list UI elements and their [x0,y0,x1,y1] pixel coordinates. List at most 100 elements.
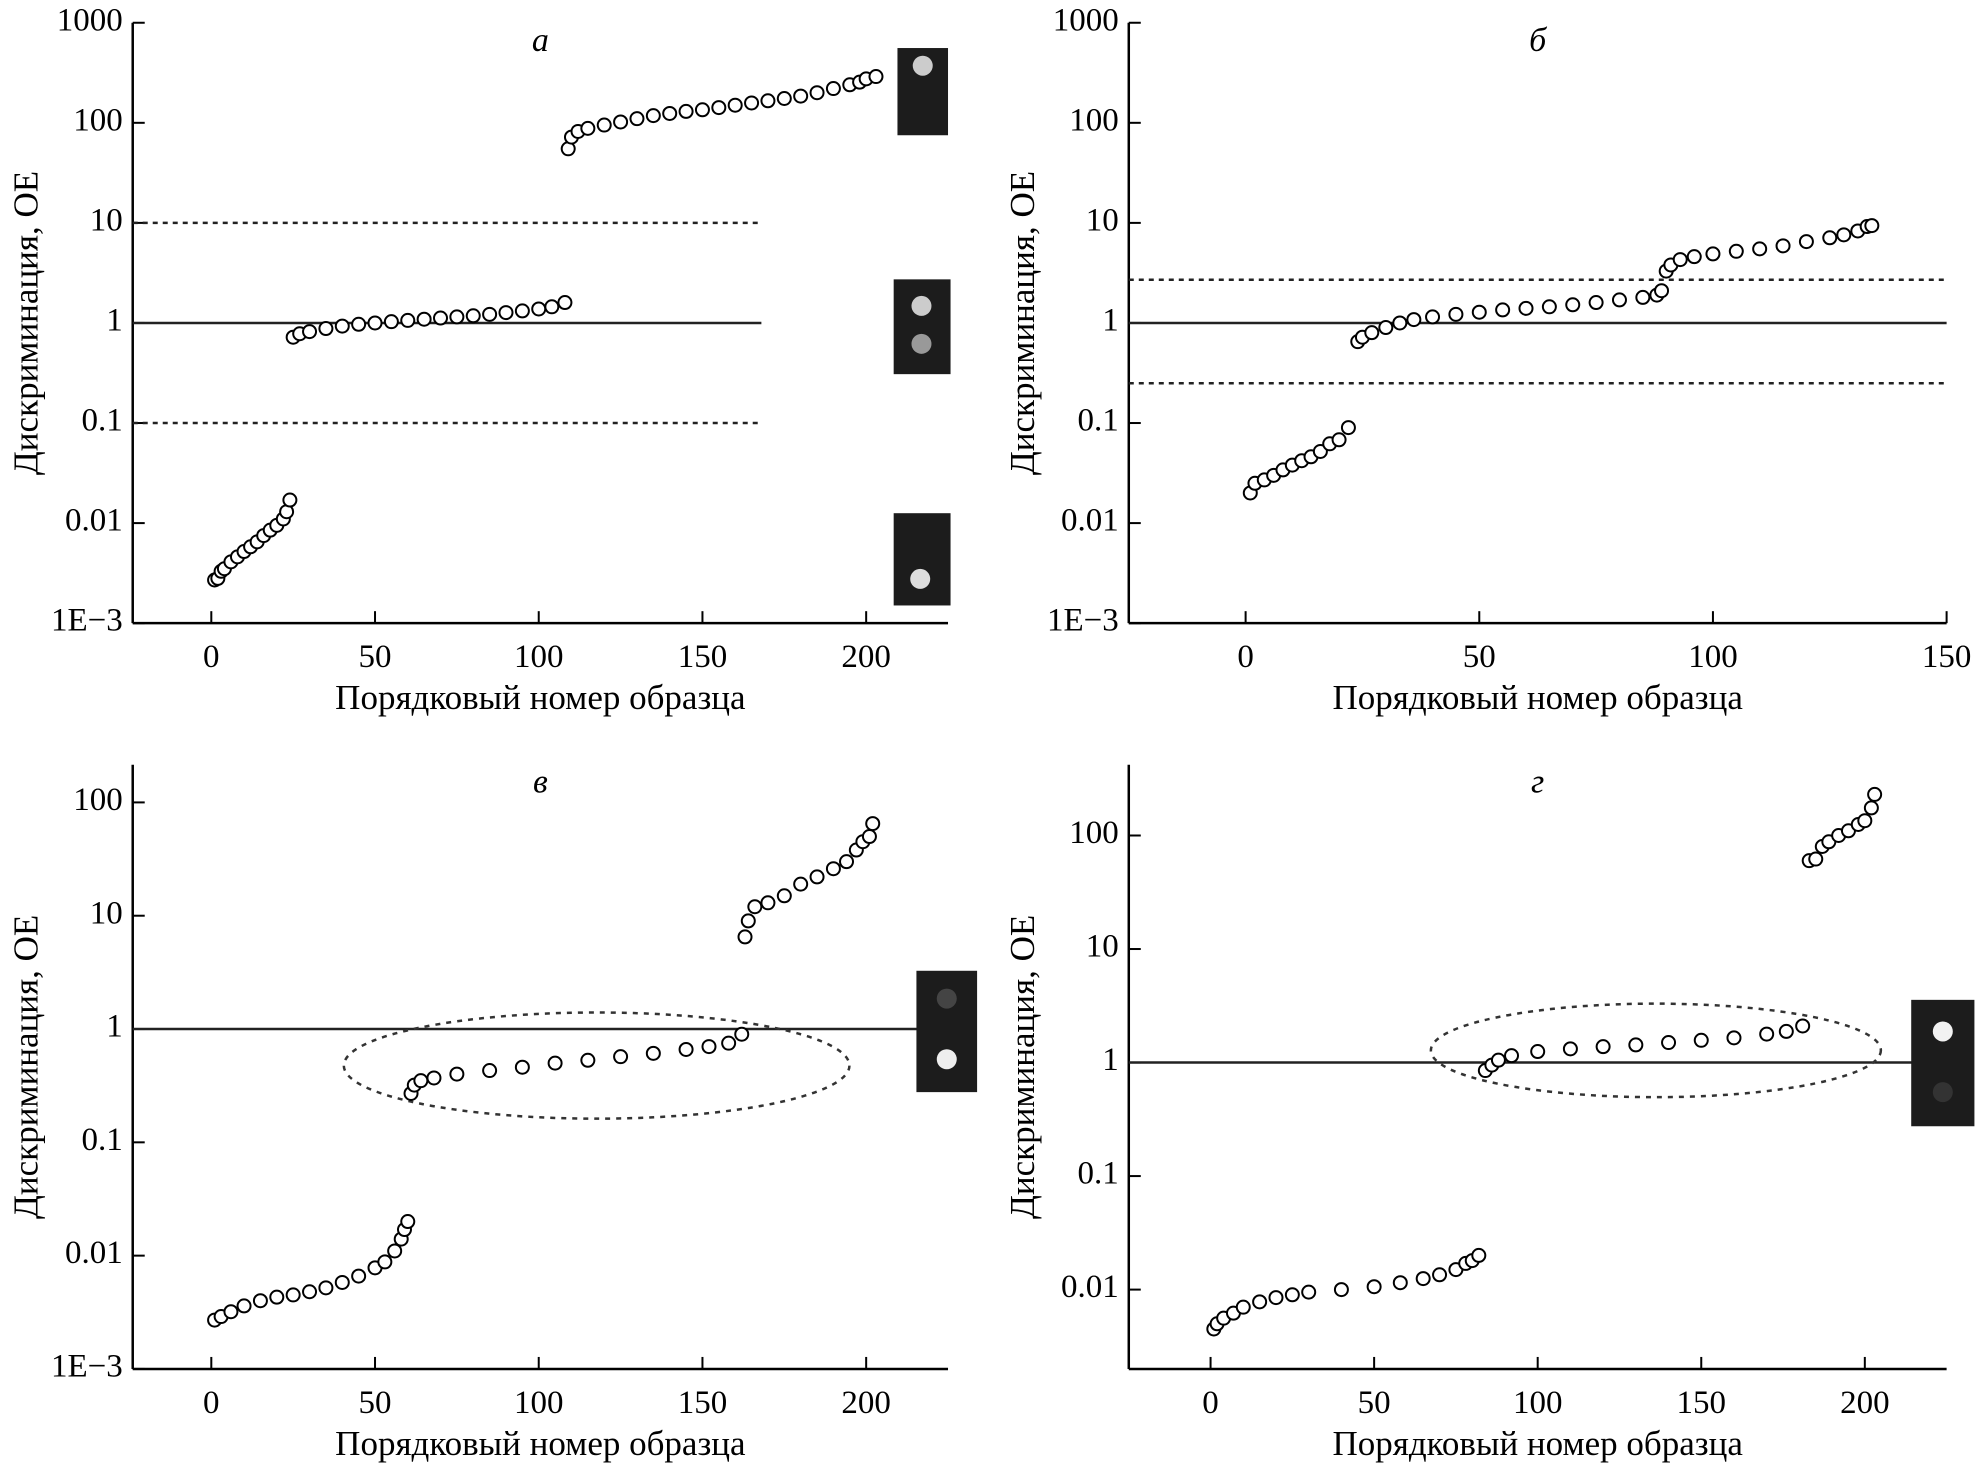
x-tick-label: 50 [1463,639,1496,675]
y-tick-label: 1 [1102,303,1119,339]
data-point [1795,1018,1811,1034]
y-tick-label: 10 [1086,929,1119,965]
x-tick-label: 150 [678,1385,728,1421]
data-point [1864,218,1880,234]
data-point [1333,1282,1349,1298]
data-point [1686,249,1702,265]
data-point [865,816,881,832]
panel-title: г [1531,764,1544,801]
data-point [367,315,383,331]
y-tick-label: 1E−3 [51,603,123,639]
data-point [711,100,727,116]
y-axis-label: Дискриминация, ОЕ [7,915,46,1219]
data-point [1808,851,1824,867]
panel: 0.01 0.1 1 10 100 0 50 100 150 200 Порядковый номе… [1003,764,1975,1463]
x-axis-label: Порядковый номер образца [1333,1424,1744,1463]
y-tick-label: 10 [1086,202,1119,238]
data-point [400,312,416,328]
y-tick-label: 1000 [1053,2,1119,38]
x-tick-label: 200 [1840,1385,1890,1421]
data-point [825,861,841,877]
highlight-ellipse [342,1011,851,1120]
x-tick-label: 100 [1513,1385,1563,1421]
data-point [580,120,596,136]
inset-spot [936,1049,957,1070]
x-tick-label: 100 [1688,639,1738,675]
data-point [1759,1026,1775,1042]
data-point [645,108,661,124]
data-point [1448,306,1464,322]
data-point [318,321,334,337]
x-tick-label: 200 [841,639,891,675]
data-point [377,1254,393,1270]
y-tick-label: 0.1 [1078,1156,1119,1192]
x-tick-label: 200 [841,1385,891,1421]
inset-image [1911,999,1975,1127]
data-point [334,1274,350,1290]
data-point [776,91,792,107]
data-point [1628,1037,1644,1053]
y-tick-label: 0.01 [1061,503,1119,539]
data-point [1268,1290,1284,1306]
x-tick-label: 150 [1922,639,1972,675]
y-tick-label: 0.1 [81,1122,122,1158]
data-point [1425,309,1441,325]
data-point [1471,1247,1487,1263]
inset-spot [936,988,957,1009]
data-point [701,1039,717,1055]
data-point [282,492,298,508]
x-tick-label: 100 [514,639,564,675]
y-tick-label: 0.01 [65,503,123,539]
data-point [809,869,825,885]
x-axis-label: Порядковый номер образца [335,1424,746,1463]
data-point [861,829,877,845]
data-point [1490,1052,1506,1068]
data-point [744,95,760,111]
inset-spot [911,295,932,316]
y-tick-label: 100 [1069,815,1119,851]
panel: 1E−3 0.01 0.1 1 10 100 1000 0 50 100 150 200 Порядко… [7,2,951,717]
data-point [662,105,678,121]
data-point [531,301,547,317]
inset-spot [1932,1082,1953,1103]
data-point [1530,1044,1546,1060]
data-point [1693,1032,1709,1048]
data-point [694,102,710,118]
data-point [1588,295,1604,311]
panel-title: в [533,764,548,801]
data-point [1541,299,1557,315]
data-point [721,1035,737,1051]
y-tick-label: 0.01 [1061,1269,1119,1305]
x-axis-label: Порядковый номер образца [1333,678,1744,717]
data-point [514,303,530,319]
data-point [544,299,560,315]
inset-spot [910,568,931,589]
x-tick-label: 0 [1237,639,1254,675]
y-tick-label: 0.1 [81,403,122,439]
y-tick-label: 0.01 [65,1235,123,1271]
data-point [1562,1041,1578,1057]
data-point [1822,230,1838,246]
y-tick-label: 1E−3 [1047,603,1119,639]
data-point [547,1055,563,1071]
data-point [1415,1271,1431,1287]
panel-title: а [532,22,549,59]
data-point [449,309,465,325]
data-point [426,1070,442,1086]
data-point [580,1052,596,1068]
data-point [482,306,498,322]
x-axis-label: Порядковый номер образца [335,678,746,717]
data-point [1798,234,1814,250]
data-point [1752,241,1768,257]
y-tick-label: 10 [90,895,123,931]
data-point [1504,1048,1520,1064]
y-tick-label: 100 [73,102,123,138]
data-point [387,1243,403,1259]
data-point [613,114,629,130]
data-point [747,899,763,915]
data-point [1611,292,1627,308]
data-point [1726,1030,1742,1046]
inset-image [893,513,951,606]
y-axis-label: Дискриминация, ОЕ [1003,915,1042,1219]
x-tick-label: 50 [359,639,392,675]
